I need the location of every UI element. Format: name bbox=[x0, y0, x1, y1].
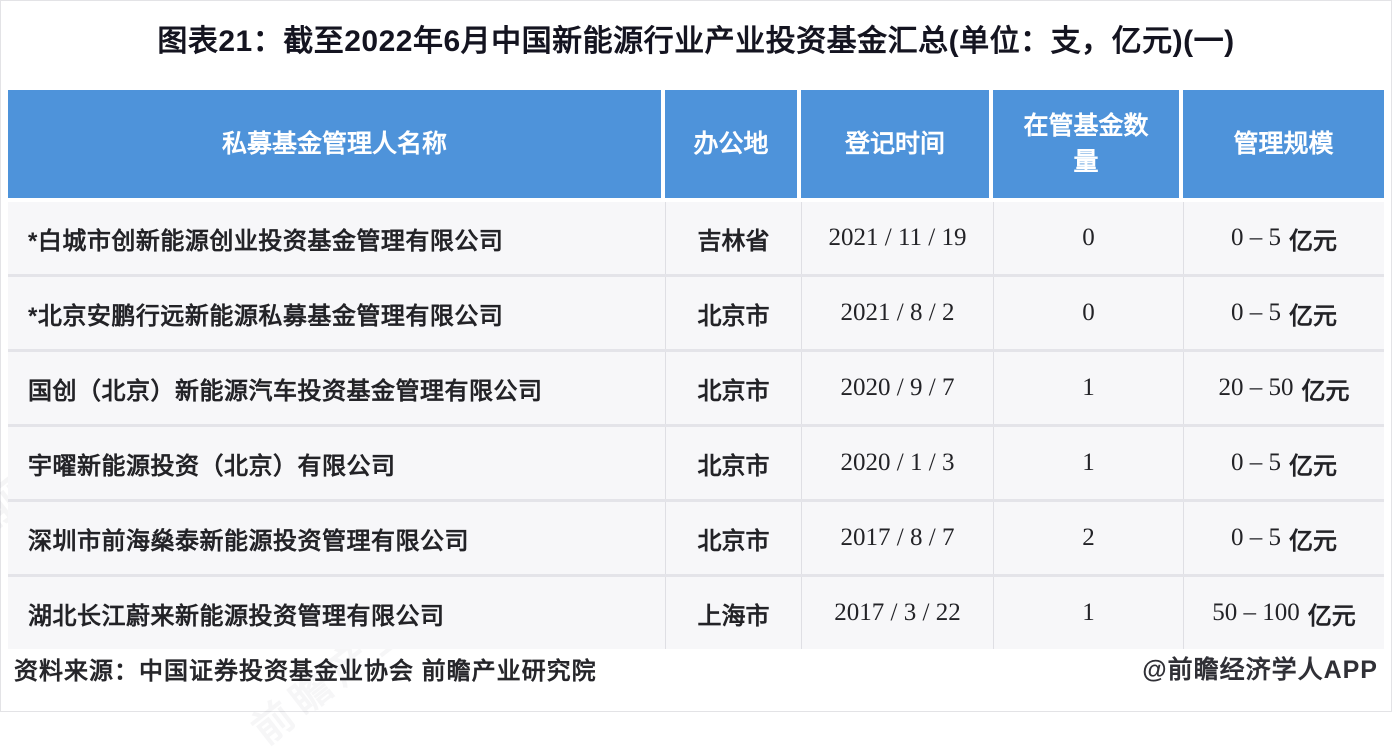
cell-office: 北京市 bbox=[665, 352, 801, 424]
data-source-text: 资料来源：中国证券投资基金业协会 前瞻产业研究院 bbox=[14, 657, 597, 685]
cell-manager-name: 深圳市前海燊泰新能源投资管理有限公司 bbox=[8, 502, 665, 574]
cell-fund-count: 0 bbox=[993, 277, 1183, 349]
table-header-row: 私募基金管理人名称 办公地 登记时间 在管基金数量 管理规模 bbox=[8, 90, 1384, 198]
scale-unit: 亿元 bbox=[1289, 227, 1337, 255]
cell-fund-count: 1 bbox=[993, 427, 1183, 499]
credit-text: @前瞻经济学人APP bbox=[1142, 656, 1378, 684]
cell-scale: 0 – 5 亿元 bbox=[1183, 277, 1384, 349]
column-header-fund-count: 在管基金数量 bbox=[993, 90, 1183, 198]
scale-range: 50 – 100 bbox=[1212, 599, 1300, 626]
cell-fund-count: 2 bbox=[993, 502, 1183, 574]
cell-manager-name: 湖北长江蔚来新能源投资管理有限公司 bbox=[8, 577, 665, 649]
table-row: 湖北长江蔚来新能源投资管理有限公司 上海市 2017 / 3 / 22 1 50… bbox=[8, 574, 1384, 649]
scale-unit: 亿元 bbox=[1307, 602, 1356, 630]
scale-range: 0 – 5 bbox=[1231, 299, 1281, 326]
cell-scale: 20 – 50 亿元 bbox=[1183, 352, 1384, 424]
cell-office: 吉林省 bbox=[665, 202, 801, 274]
scale-unit: 亿元 bbox=[1301, 377, 1350, 405]
cell-office: 北京市 bbox=[665, 277, 801, 349]
cell-scale: 50 – 100 亿元 bbox=[1183, 577, 1384, 649]
table-row: 深圳市前海燊泰新能源投资管理有限公司 北京市 2017 / 8 / 7 2 0 … bbox=[8, 499, 1384, 574]
cell-manager-name: 国创（北京）新能源汽车投资基金管理有限公司 bbox=[8, 352, 665, 424]
scale-unit: 亿元 bbox=[1289, 452, 1337, 480]
figure-title: 图表21：截至2022年6月中国新能源行业产业投资基金汇总(单位：支，亿元)(一… bbox=[157, 25, 1235, 58]
funds-table: 私募基金管理人名称 办公地 登记时间 在管基金数量 管理规模 *白城市创新能源创… bbox=[8, 90, 1384, 649]
scale-range: 0 – 5 bbox=[1231, 524, 1281, 551]
column-header-reg-date: 登记时间 bbox=[801, 90, 993, 198]
scale-range: 20 – 50 bbox=[1218, 374, 1294, 401]
column-header-scale: 管理规模 bbox=[1183, 90, 1384, 198]
table-row: *白城市创新能源创业投资基金管理有限公司 吉林省 2021 / 11 / 19 … bbox=[8, 198, 1384, 274]
table-row: 宇曜新能源投资（北京）有限公司 北京市 2020 / 1 / 3 1 0 – 5… bbox=[8, 424, 1384, 499]
cell-scale: 0 – 5 亿元 bbox=[1183, 502, 1384, 574]
scale-unit: 亿元 bbox=[1289, 527, 1337, 555]
cell-scale: 0 – 5 亿元 bbox=[1183, 427, 1384, 499]
column-header-office: 办公地 bbox=[665, 90, 801, 198]
scale-range: 0 – 5 bbox=[1231, 224, 1281, 251]
cell-manager-name: *白城市创新能源创业投资基金管理有限公司 bbox=[8, 202, 665, 274]
cell-reg-date: 2017 / 8 / 7 bbox=[801, 502, 993, 574]
cell-fund-count: 1 bbox=[993, 577, 1183, 649]
table-row: *北京安鹏行远新能源私募基金管理有限公司 北京市 2021 / 8 / 2 0 … bbox=[8, 274, 1384, 349]
cell-office: 北京市 bbox=[665, 427, 801, 499]
cell-office: 上海市 bbox=[665, 577, 801, 649]
table-row: 国创（北京）新能源汽车投资基金管理有限公司 北京市 2020 / 9 / 7 1… bbox=[8, 349, 1384, 424]
cell-manager-name: *北京安鹏行远新能源私募基金管理有限公司 bbox=[8, 277, 665, 349]
cell-office: 北京市 bbox=[665, 502, 801, 574]
cell-fund-count: 1 bbox=[993, 352, 1183, 424]
cell-reg-date: 2021 / 8 / 2 bbox=[801, 277, 993, 349]
cell-scale: 0 – 5 亿元 bbox=[1183, 202, 1384, 274]
cell-reg-date: 2020 / 1 / 3 bbox=[801, 427, 993, 499]
scale-range: 0 – 5 bbox=[1231, 449, 1281, 476]
footer: 资料来源：中国证券投资基金业协会 前瞻产业研究院 @前瞻经济学人APP bbox=[14, 648, 1378, 688]
scale-unit: 亿元 bbox=[1289, 302, 1337, 330]
cell-reg-date: 2020 / 9 / 7 bbox=[801, 352, 993, 424]
column-header-manager-name: 私募基金管理人名称 bbox=[8, 90, 665, 198]
cell-reg-date: 2017 / 3 / 22 bbox=[801, 577, 993, 649]
cell-fund-count: 0 bbox=[993, 202, 1183, 274]
cell-reg-date: 2021 / 11 / 19 bbox=[801, 202, 993, 274]
cell-manager-name: 宇曜新能源投资（北京）有限公司 bbox=[8, 427, 665, 499]
